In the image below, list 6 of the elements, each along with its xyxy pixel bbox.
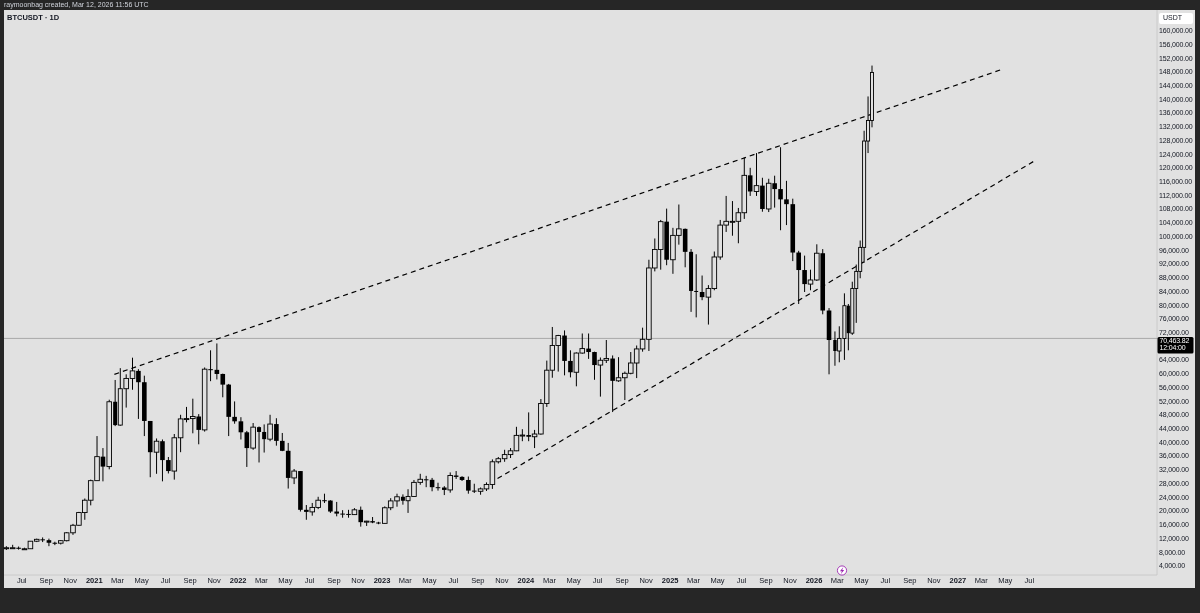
- candlestick: [784, 180, 789, 226]
- candlestick: [232, 400, 237, 425]
- candlestick: [778, 146, 783, 231]
- candlestick: [796, 250, 801, 305]
- candlestick: [694, 253, 699, 318]
- candlestick: [46, 538, 52, 547]
